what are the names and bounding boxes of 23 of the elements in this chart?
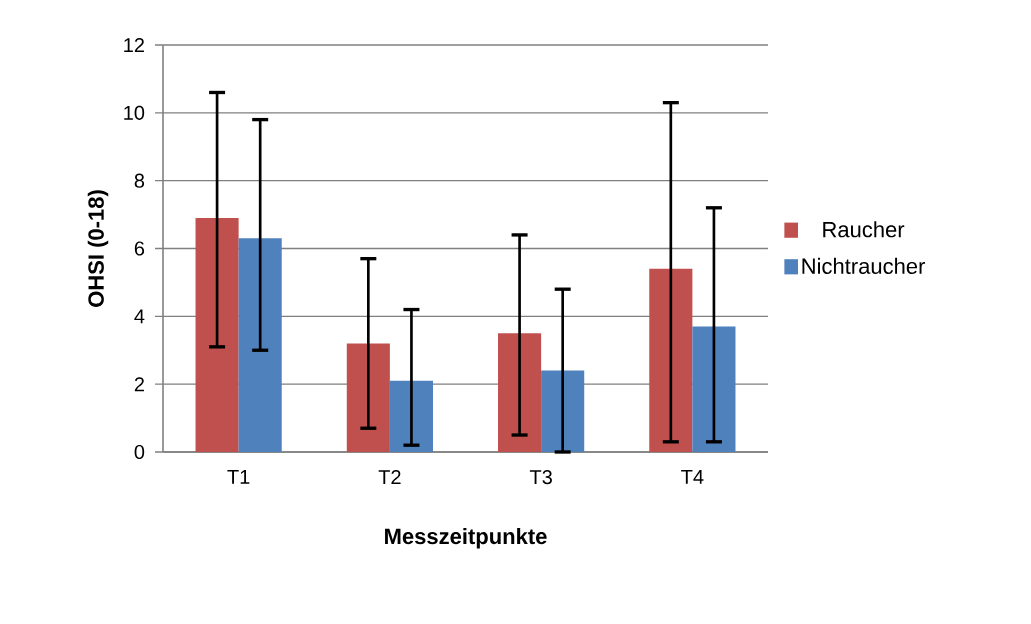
x-tick-label: T3 bbox=[529, 470, 552, 485]
bar bbox=[389, 380, 433, 452]
x-tick-label: T4 bbox=[681, 470, 704, 484]
y-tick-label: 6 bbox=[134, 241, 145, 256]
bar bbox=[238, 238, 282, 452]
legend-label: Raucher bbox=[823, 221, 905, 238]
x-axis-title: Messzeitpunkte bbox=[385, 528, 547, 549]
bar bbox=[346, 343, 390, 452]
y-tick-label: 10 bbox=[124, 105, 145, 120]
y-tick-label: 4 bbox=[134, 309, 145, 324]
x-tick-label: T1 bbox=[227, 470, 250, 484]
legend-label: Nichtraucher bbox=[802, 257, 926, 274]
bar bbox=[195, 217, 239, 452]
bar bbox=[541, 370, 585, 452]
bar bbox=[692, 326, 736, 452]
y-axis-title: OHSI (0-18) bbox=[87, 190, 109, 307]
x-tick-label: T2 bbox=[378, 470, 401, 484]
bar bbox=[498, 333, 542, 452]
y-tick-label: 12 bbox=[124, 38, 144, 52]
y-tick-label: 0 bbox=[134, 444, 145, 460]
y-tick-label: 8 bbox=[134, 173, 145, 188]
y-tick-label: 2 bbox=[134, 377, 144, 392]
bar bbox=[649, 268, 693, 452]
